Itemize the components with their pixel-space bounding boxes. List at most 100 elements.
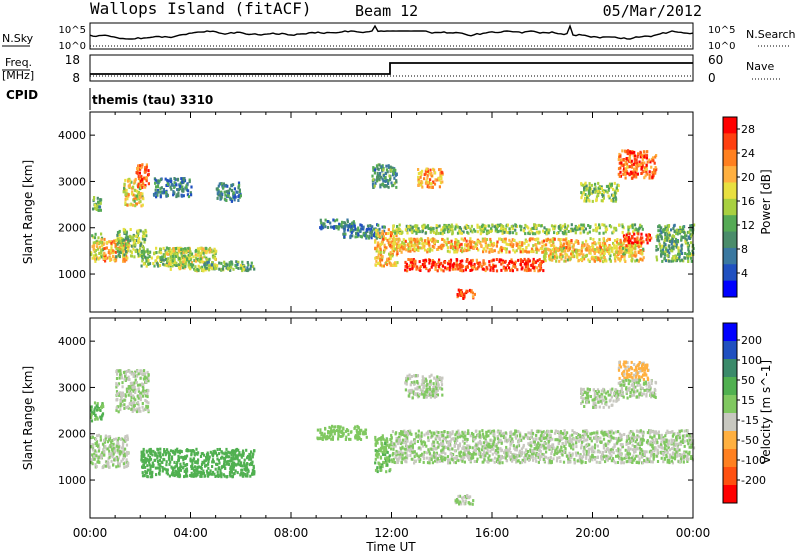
data-cell [543, 249, 546, 253]
data-cell [397, 240, 400, 244]
data-cell [620, 248, 624, 252]
data-cell [468, 261, 471, 265]
data-cell [370, 227, 373, 231]
data-cell [230, 470, 233, 474]
data-cell [642, 150, 646, 154]
data-cell [107, 435, 110, 439]
data-cell [432, 229, 435, 233]
data-cell [212, 460, 215, 464]
data-cell [604, 230, 607, 234]
data-cell [141, 192, 144, 196]
nave-tick-60: 60 [708, 53, 723, 67]
data-cell [525, 269, 528, 273]
data-cell [629, 172, 632, 176]
data-cell [571, 251, 575, 255]
data-cell [610, 198, 613, 202]
data-cell [131, 388, 134, 392]
data-cell [514, 228, 517, 232]
data-cell [533, 226, 536, 230]
data-cell [380, 264, 384, 268]
data-cell [579, 258, 583, 261]
data-cell [384, 237, 387, 241]
data-cell [191, 466, 194, 470]
data-cell [619, 166, 622, 170]
data-cell [370, 233, 373, 237]
data-cell [179, 187, 182, 191]
data-cell [590, 248, 593, 252]
data-cell [245, 269, 248, 272]
data-cell [462, 249, 465, 253]
data-cell [649, 160, 652, 164]
data-cell [217, 473, 220, 477]
data-cell [173, 185, 176, 189]
data-cell [431, 248, 434, 252]
data-cell [95, 415, 98, 419]
data-cell [140, 456, 143, 460]
data-cell [124, 435, 127, 438]
data-cell [515, 225, 518, 228]
data-cell [392, 170, 395, 174]
data-cell [173, 181, 176, 185]
data-cell [378, 231, 381, 235]
data-cell [529, 227, 533, 231]
data-cell [190, 260, 193, 264]
data-cell [203, 264, 207, 268]
data-cell [501, 225, 505, 228]
data-cell [374, 181, 377, 185]
data-cell [597, 248, 600, 252]
data-cell [689, 224, 692, 228]
data-cell [613, 239, 617, 243]
data-cell [145, 165, 148, 169]
data-cell [211, 458, 215, 462]
data-cell [165, 468, 168, 472]
data-cell [141, 465, 144, 469]
data-cell [543, 257, 546, 261]
data-cell [137, 389, 140, 393]
data-cell [99, 198, 102, 202]
data-cell [561, 249, 564, 253]
data-cell [181, 262, 184, 266]
data-cell [500, 268, 503, 272]
data-cell [448, 250, 451, 254]
data-cell [120, 236, 123, 240]
data-cell [196, 465, 199, 469]
data-cell [117, 237, 120, 241]
data-cell [390, 244, 393, 248]
data-cell [127, 378, 130, 382]
data-cell [502, 266, 505, 270]
data-cell [608, 237, 611, 241]
data-cell [409, 258, 412, 262]
data-cell [168, 474, 171, 478]
data-cell [94, 203, 97, 207]
data-cell [625, 157, 628, 160]
data-cell [552, 248, 555, 252]
data-cell [618, 174, 621, 178]
data-cell [559, 228, 562, 232]
data-cell [132, 238, 135, 242]
data-cell [92, 457, 95, 461]
data-cell [115, 385, 118, 389]
data-cell [559, 238, 562, 241]
data-cell [205, 249, 209, 253]
data-cell [213, 249, 216, 253]
data-cell [136, 167, 139, 170]
data-cell [224, 467, 227, 470]
data-cell [131, 244, 134, 248]
data-cell [608, 252, 611, 256]
data-cell [372, 166, 375, 170]
data-cell [619, 257, 622, 261]
data-cell [634, 243, 637, 247]
data-cell [337, 227, 340, 231]
data-cell [635, 258, 639, 262]
data-cell [501, 229, 504, 233]
data-cell [489, 237, 492, 241]
data-cell [116, 438, 119, 442]
data-cell [593, 241, 596, 244]
data-cell [666, 238, 669, 242]
data-cell [413, 259, 416, 263]
data-cell [600, 256, 603, 260]
data-cell [377, 167, 380, 171]
data-cell [667, 259, 670, 263]
data-cell [125, 377, 128, 381]
data-cell [619, 259, 622, 263]
